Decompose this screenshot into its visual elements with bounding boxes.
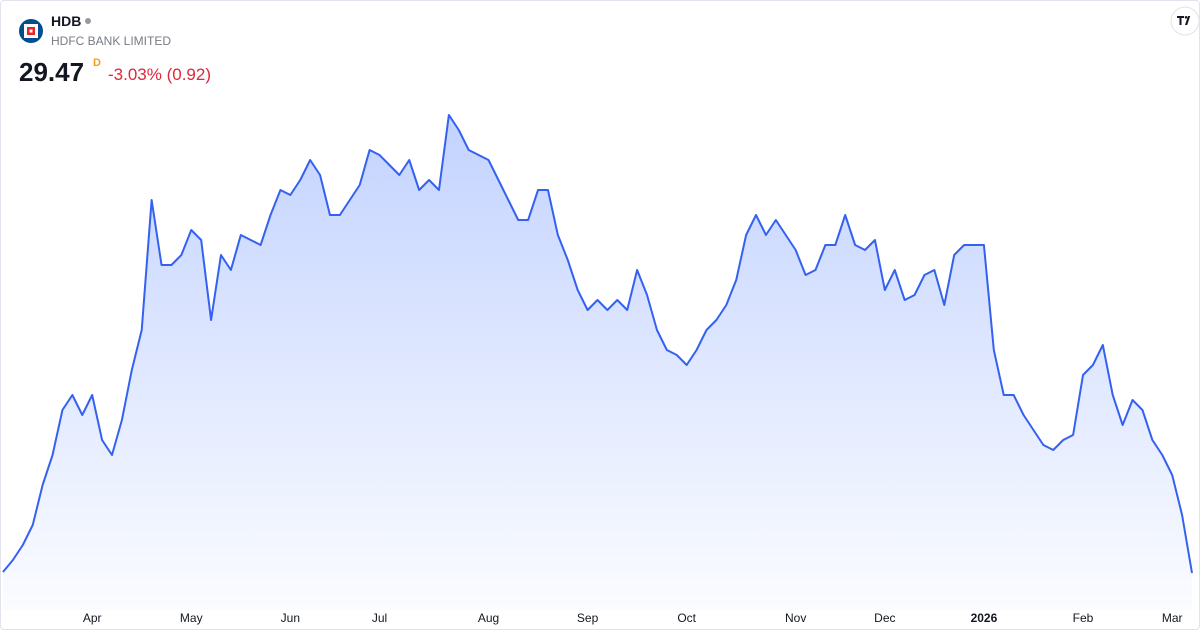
logo bbox=[19, 19, 43, 43]
x-tick-label: Mar bbox=[1162, 611, 1183, 625]
interval-flag: D bbox=[93, 57, 101, 69]
x-tick-label: Apr bbox=[83, 611, 102, 625]
status-dot bbox=[85, 18, 91, 24]
area-fill bbox=[3, 115, 1192, 610]
x-tick-label: Jun bbox=[281, 611, 300, 625]
x-tick-label: 2026 bbox=[971, 611, 998, 625]
x-tick-label: Jul bbox=[372, 611, 387, 625]
x-tick-label: Sep bbox=[577, 611, 599, 625]
symbol: HDB bbox=[51, 13, 81, 29]
company-name: HDFC BANK LIMITED bbox=[51, 34, 171, 48]
last-price: 29.47 bbox=[19, 57, 84, 87]
x-tick-label: Feb bbox=[1073, 611, 1094, 625]
x-tick-label: May bbox=[180, 611, 203, 625]
tv-logo[interactable] bbox=[1170, 6, 1200, 36]
price-change: -3.03% (0.92) bbox=[108, 65, 211, 84]
x-tick-label: Aug bbox=[478, 611, 499, 625]
price-line bbox=[2, 114, 1193, 574]
x-tick-label: Oct bbox=[677, 611, 696, 625]
x-tick-label: Dec bbox=[874, 611, 895, 625]
x-tick-label: Nov bbox=[785, 611, 806, 625]
